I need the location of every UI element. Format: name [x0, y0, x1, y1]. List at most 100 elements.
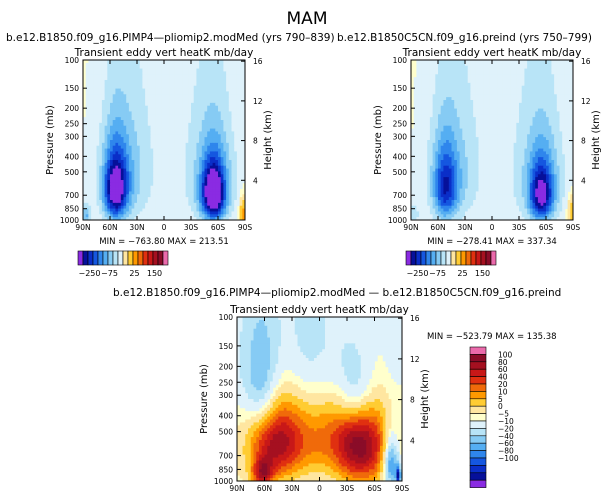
contour-cell [150, 217, 154, 221]
contour-cell [101, 168, 105, 172]
contour-cell [228, 217, 232, 221]
contour-cell [492, 80, 496, 84]
contour-cell [193, 160, 197, 164]
contour-cell [535, 117, 539, 121]
contour-cell [494, 100, 498, 104]
contour-cell [570, 88, 574, 92]
contour-cell [110, 65, 114, 69]
contour-cell [101, 117, 105, 121]
contour-cell [508, 97, 512, 101]
contour-cell [139, 134, 143, 138]
contour-cell [524, 100, 528, 104]
contour-cell [231, 142, 235, 147]
contour-cell [481, 88, 485, 92]
contour-cell [96, 65, 100, 69]
contour-cell [91, 188, 95, 192]
contour-cell [413, 100, 417, 104]
contour-cell [164, 117, 168, 121]
contour-cell [429, 91, 433, 95]
contour-cell [166, 131, 170, 135]
contour-cell [532, 131, 536, 135]
contour-cell [166, 188, 170, 192]
contour-cell [99, 137, 103, 141]
contour-cell [462, 71, 466, 75]
contour-cell [570, 85, 574, 89]
contour-cell [546, 68, 550, 72]
contour-cell [191, 185, 195, 189]
contour-cell [228, 65, 232, 69]
contour-cell [96, 122, 100, 127]
contour-cell [435, 77, 439, 81]
contour-cell [554, 111, 558, 115]
contour-cell [182, 168, 186, 172]
contour-cell [99, 145, 103, 149]
contour-cell [169, 122, 173, 127]
contour-cell [126, 97, 130, 101]
contour-cell [85, 114, 89, 118]
contour-cell [556, 88, 560, 92]
contour-cell [166, 80, 170, 84]
contour-cell [524, 114, 528, 118]
contour-cell [220, 105, 224, 109]
contour-cell [85, 88, 89, 92]
contour-cell [209, 131, 213, 135]
contour-cell [500, 134, 504, 138]
contour-cell [161, 97, 165, 101]
contour-cell [193, 88, 197, 92]
contour-cell [424, 111, 428, 115]
contour-cell [96, 108, 100, 112]
contour-cell [169, 85, 173, 89]
contour-cell [120, 91, 124, 95]
contour-cell [239, 77, 243, 81]
contour-cell [551, 117, 555, 121]
contour-cell [220, 74, 224, 78]
contour-cell [532, 85, 536, 89]
contour-cell [185, 91, 189, 95]
contour-cell [137, 162, 141, 167]
contour-cell [83, 211, 87, 215]
contour-cell [475, 85, 479, 89]
contour-cell [551, 77, 555, 81]
contour-cell [419, 60, 423, 64]
contour-cell [465, 111, 469, 115]
contour-cell [169, 151, 173, 155]
contour-cell [478, 74, 482, 78]
contour-cell [158, 137, 162, 141]
contour-cell [115, 91, 119, 95]
contour-cell [139, 60, 143, 64]
contour-cell [242, 108, 246, 112]
contour-cell [166, 214, 170, 218]
contour-cell [155, 157, 159, 161]
contour-cell [112, 88, 116, 92]
contour-cell [500, 65, 504, 69]
contour-cell [91, 120, 95, 124]
contour-cell [142, 77, 146, 81]
contour-cell [242, 74, 246, 78]
contour-cell [548, 117, 552, 121]
contour-cell [112, 85, 116, 89]
contour-cell [220, 102, 224, 107]
contour-cell [172, 100, 176, 104]
contour-cell [510, 131, 514, 135]
contour-cell [150, 85, 154, 89]
contour-cell [85, 80, 89, 84]
contour-cell [215, 77, 219, 81]
contour-cell [236, 71, 240, 75]
contour-cell [215, 154, 219, 158]
contour-cell [158, 80, 162, 84]
contour-cell [242, 160, 246, 164]
contour-cell [467, 100, 471, 104]
contour-cell [535, 111, 539, 115]
contour-cell [142, 197, 146, 201]
contour-cell [188, 205, 192, 209]
contour-cell [199, 217, 203, 221]
contour-cell [193, 134, 197, 138]
contour-cell [516, 82, 520, 87]
contour-cell [562, 111, 566, 115]
contour-cell [413, 88, 417, 92]
contour-cell [145, 182, 149, 187]
contour-cell [199, 82, 203, 87]
contour-cell [88, 165, 92, 169]
contour-cell [180, 205, 184, 209]
contour-cell [424, 137, 428, 141]
